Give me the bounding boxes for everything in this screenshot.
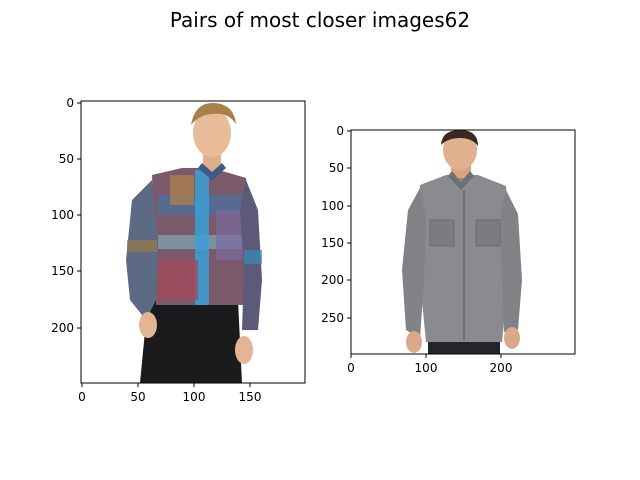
y-tick-label: 200	[51, 321, 74, 335]
axes-frame	[80, 100, 306, 384]
x-tick-label: 50	[130, 390, 145, 404]
y-axis-ticks: 0 50 100 150 200 250	[321, 124, 351, 325]
x-tick-label: 0	[78, 390, 86, 404]
gray-shirt-photo	[351, 130, 575, 354]
y-tick-label: 100	[51, 208, 74, 222]
y-tick-label: 50	[59, 152, 74, 166]
plaid-shirt-photo	[81, 101, 305, 383]
y-tick-label: 50	[329, 161, 344, 175]
x-tick-label: 200	[490, 361, 513, 375]
y-axis-ticks: 0 50 100 150 200	[51, 96, 81, 335]
axes-frame	[350, 129, 576, 355]
y-tick-label: 250	[321, 311, 344, 325]
y-tick-label: 150	[321, 236, 344, 250]
x-axis-ticks: 0 50 100 150	[78, 383, 261, 404]
x-axis-ticks: 0 100 200	[347, 354, 512, 375]
x-tick-label: 150	[239, 390, 262, 404]
figure-title: Pairs of most closer images62	[169, 8, 471, 32]
y-tick-label: 0	[336, 124, 344, 138]
y-tick-label: 100	[321, 199, 344, 213]
y-tick-label: 150	[51, 264, 74, 278]
y-tick-label: 0	[66, 96, 74, 110]
x-tick-label: 100	[183, 390, 206, 404]
x-tick-label: 100	[415, 361, 438, 375]
x-tick-label: 0	[347, 361, 355, 375]
y-tick-label: 200	[321, 273, 344, 287]
